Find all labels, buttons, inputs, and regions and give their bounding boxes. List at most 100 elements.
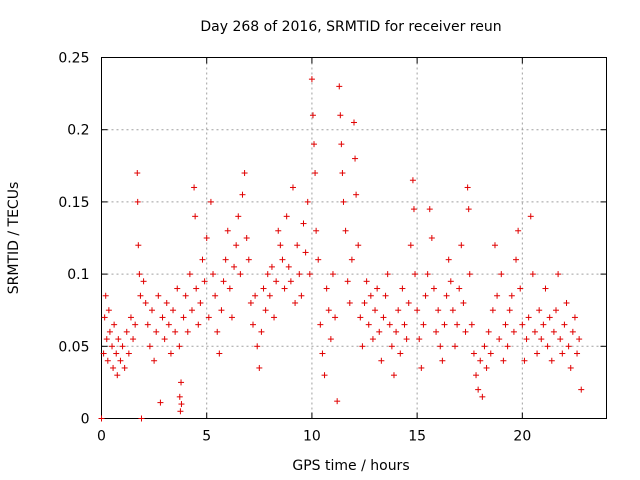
data-point bbox=[416, 336, 423, 343]
data-point bbox=[144, 321, 151, 328]
x-tick-label: 5 bbox=[202, 429, 211, 445]
data-point bbox=[454, 321, 461, 328]
data-point bbox=[199, 256, 206, 263]
data-point bbox=[462, 328, 469, 335]
data-point bbox=[140, 278, 147, 285]
data-point bbox=[281, 285, 288, 292]
data-point bbox=[302, 249, 309, 256]
data-point bbox=[311, 141, 318, 148]
data-point bbox=[334, 398, 341, 405]
data-point bbox=[470, 350, 477, 357]
data-point bbox=[317, 321, 324, 328]
data-point bbox=[184, 328, 191, 335]
data-point bbox=[228, 314, 235, 321]
data-point bbox=[355, 242, 362, 249]
data-point bbox=[502, 321, 509, 328]
data-point bbox=[243, 235, 250, 241]
data-point bbox=[447, 278, 454, 285]
data-point bbox=[403, 336, 410, 343]
data-point bbox=[220, 278, 227, 285]
data-point bbox=[437, 343, 444, 350]
data-point bbox=[401, 321, 408, 328]
data-point bbox=[578, 386, 585, 393]
data-point bbox=[218, 307, 225, 314]
data-point bbox=[254, 343, 261, 350]
data-point bbox=[298, 292, 305, 299]
data-point bbox=[304, 198, 311, 205]
data-point bbox=[559, 350, 566, 357]
data-point bbox=[260, 285, 267, 292]
data-point bbox=[294, 242, 301, 249]
x-tick-label: 20 bbox=[513, 429, 531, 445]
data-point bbox=[306, 271, 313, 278]
data-point bbox=[363, 278, 370, 285]
data-point bbox=[239, 191, 246, 198]
grid-lines bbox=[101, 57, 607, 419]
data-point bbox=[464, 184, 471, 191]
data-point bbox=[517, 285, 524, 292]
data-point bbox=[336, 83, 343, 90]
data-point bbox=[161, 336, 168, 343]
data-point bbox=[279, 256, 286, 263]
data-point bbox=[422, 292, 429, 299]
data-point bbox=[125, 350, 132, 357]
data-point bbox=[121, 364, 128, 371]
data-point bbox=[98, 415, 105, 422]
data-point bbox=[576, 336, 583, 343]
data-point bbox=[163, 299, 170, 306]
data-point bbox=[192, 213, 199, 220]
data-point bbox=[414, 307, 421, 314]
data-point bbox=[117, 357, 124, 364]
data-point bbox=[565, 343, 572, 350]
data-point bbox=[574, 350, 581, 357]
data-point bbox=[113, 350, 120, 357]
data-point bbox=[271, 314, 278, 321]
data-point bbox=[374, 285, 381, 292]
data-point bbox=[500, 357, 507, 364]
data-point bbox=[468, 321, 475, 328]
data-point bbox=[372, 307, 379, 314]
data-point bbox=[114, 372, 121, 379]
data-point bbox=[174, 285, 181, 292]
data-point bbox=[523, 336, 530, 343]
data-point bbox=[157, 399, 164, 406]
data-point bbox=[210, 271, 217, 278]
data-point bbox=[319, 350, 326, 357]
data-point bbox=[465, 206, 472, 213]
data-point bbox=[268, 263, 275, 270]
data-point bbox=[390, 372, 397, 379]
data-point bbox=[395, 307, 402, 314]
data-point bbox=[536, 307, 543, 314]
data-point bbox=[527, 213, 534, 220]
data-point bbox=[420, 321, 427, 328]
data-point bbox=[449, 307, 456, 314]
data-point bbox=[494, 292, 501, 299]
data-point bbox=[557, 336, 564, 343]
data-point bbox=[142, 299, 149, 306]
y-tick-label: 0.1 bbox=[67, 267, 89, 283]
data-point bbox=[247, 299, 254, 306]
data-point bbox=[186, 271, 193, 278]
data-point bbox=[487, 350, 494, 357]
data-point bbox=[353, 191, 360, 198]
data-point bbox=[197, 299, 204, 306]
data-point bbox=[264, 271, 271, 278]
data-point bbox=[127, 314, 134, 321]
plot-frame bbox=[101, 57, 607, 419]
data-point bbox=[106, 328, 113, 335]
data-point bbox=[100, 350, 107, 357]
data-point bbox=[513, 256, 520, 263]
data-point bbox=[426, 206, 433, 213]
data-point bbox=[105, 307, 112, 314]
data-point bbox=[137, 292, 144, 299]
data-point bbox=[376, 328, 383, 335]
data-point bbox=[405, 299, 412, 306]
data-point bbox=[115, 336, 122, 343]
data-point bbox=[300, 220, 307, 227]
data-point bbox=[119, 343, 126, 350]
data-point bbox=[365, 321, 372, 328]
data-point bbox=[325, 307, 332, 314]
y-tick-label: 0.15 bbox=[58, 195, 89, 211]
data-point bbox=[569, 328, 576, 335]
